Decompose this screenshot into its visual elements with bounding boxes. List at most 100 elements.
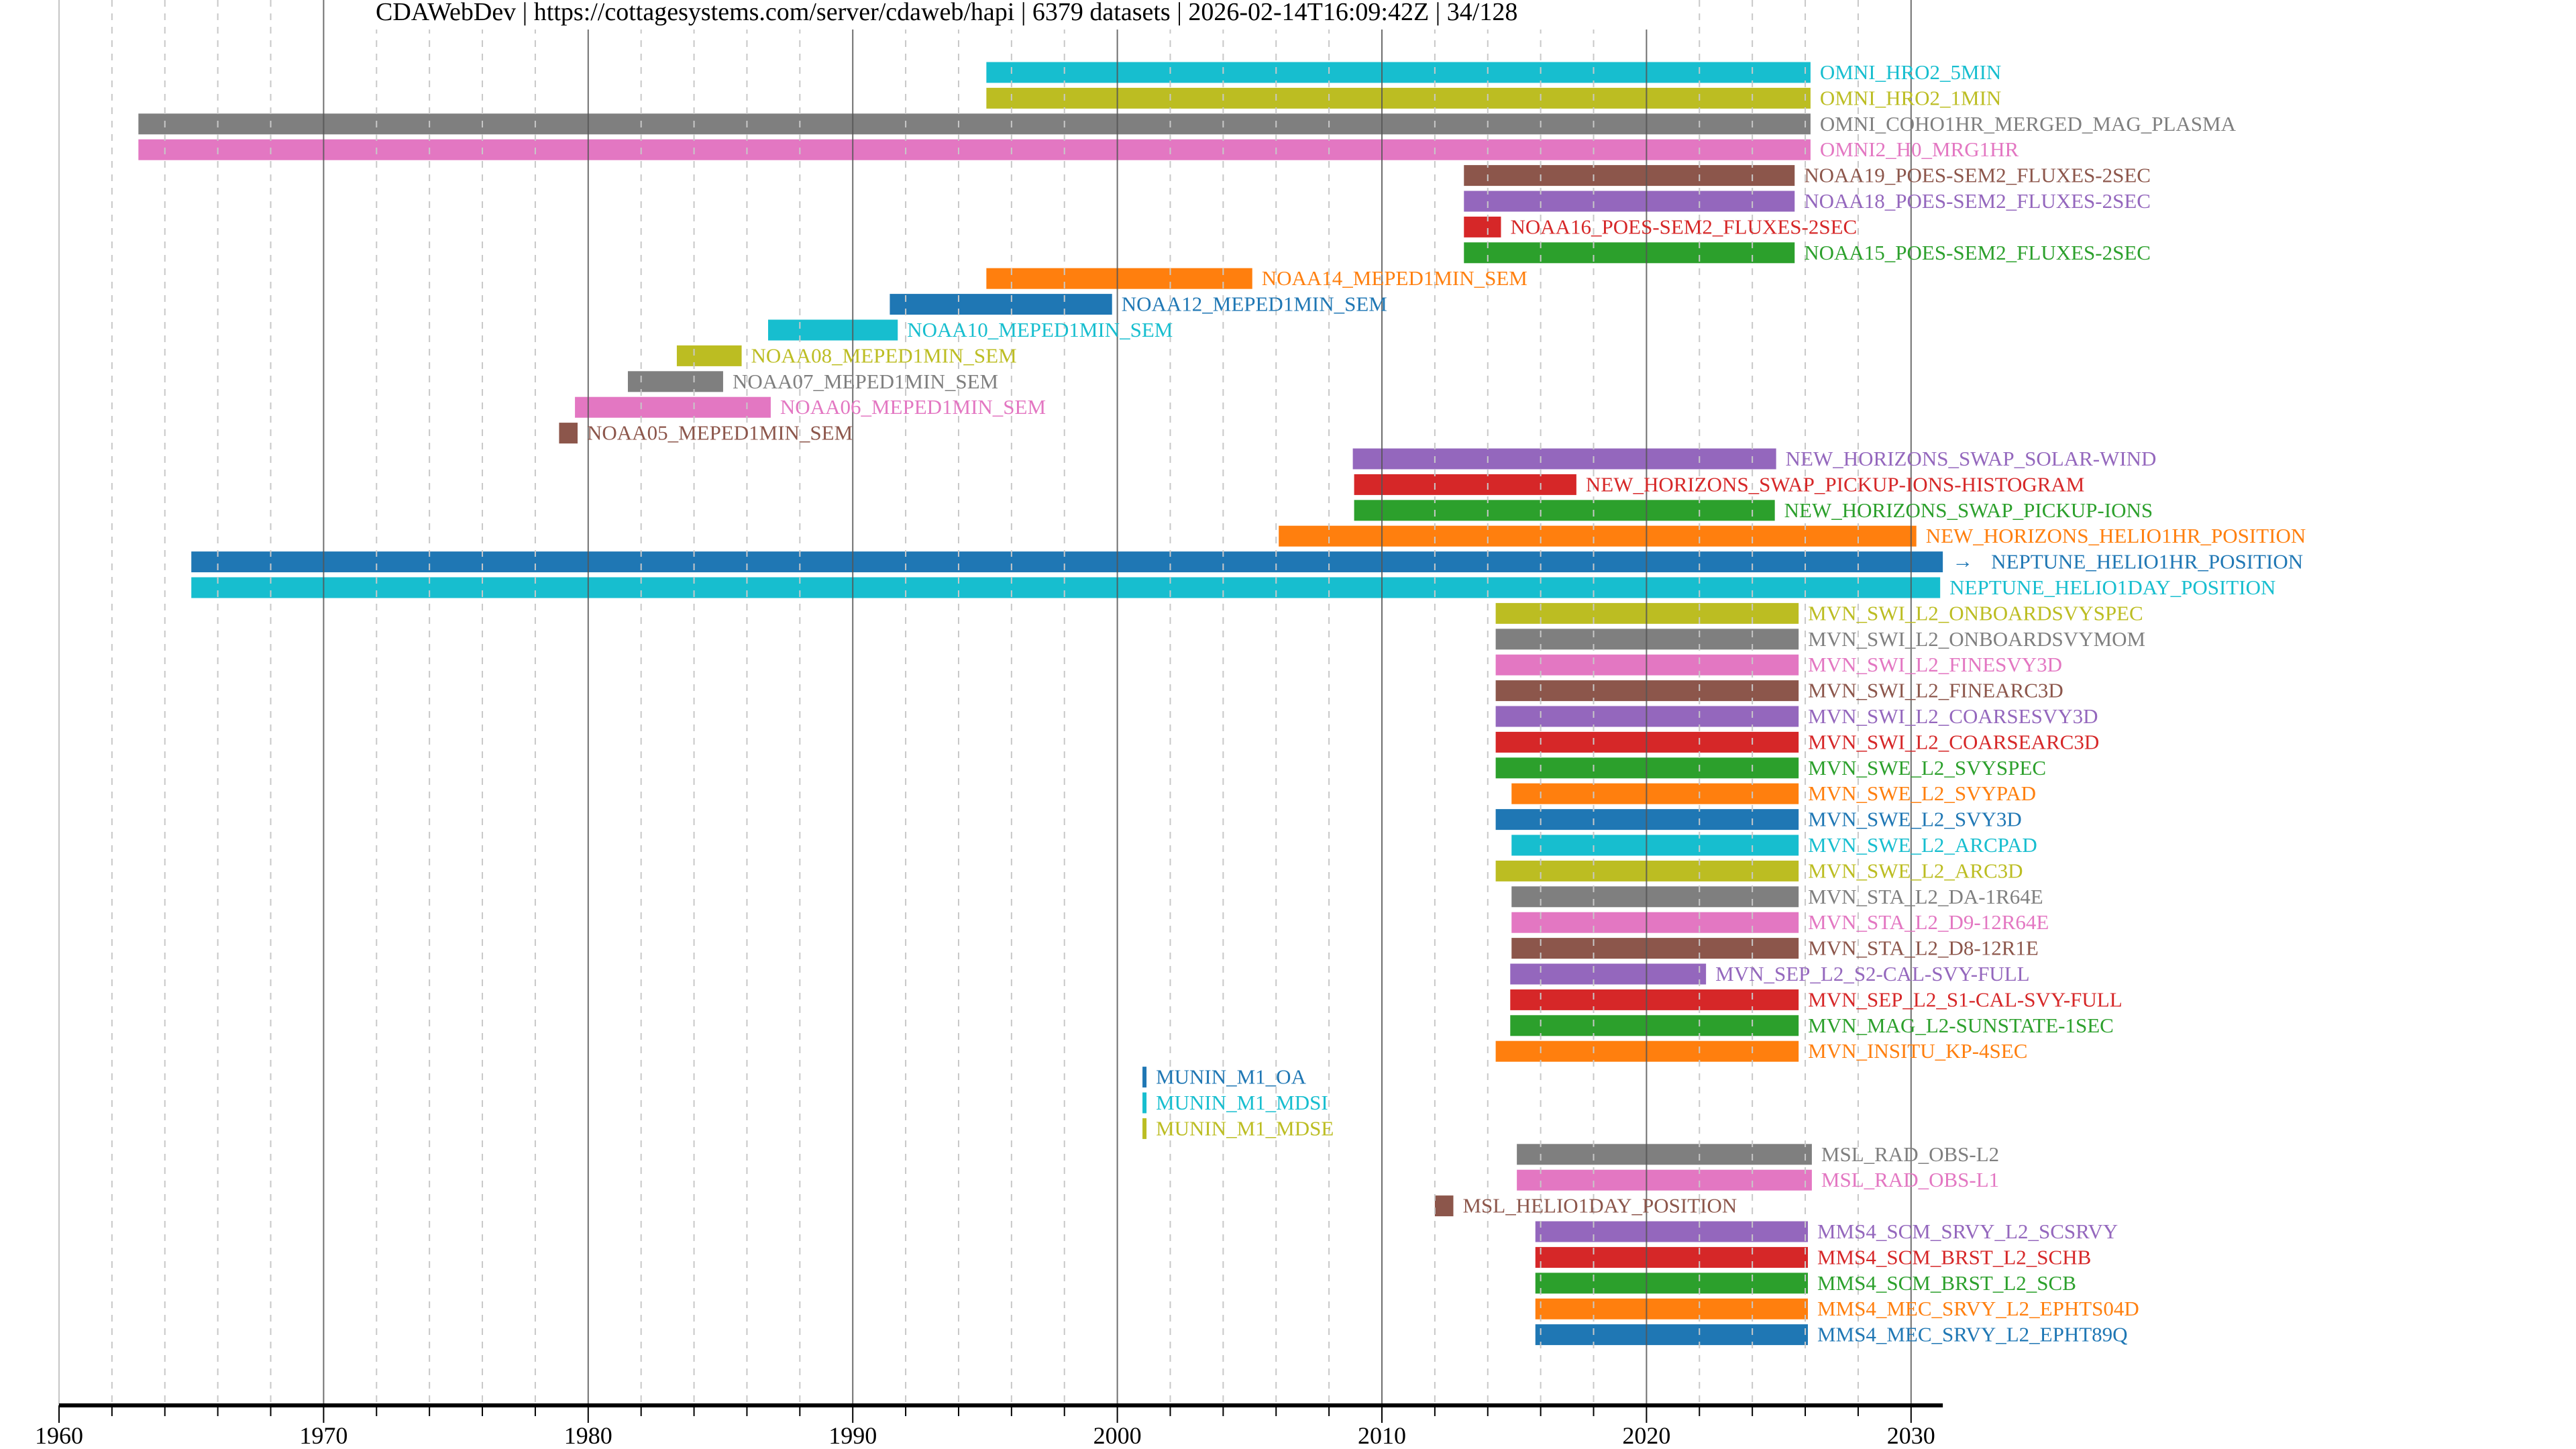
dataset-label: MSL_RAD_OBS-L2 [1821, 1142, 1999, 1166]
bars-layer [138, 62, 1943, 1346]
timeline-bar [1535, 1246, 1808, 1268]
dataset-label: NOAA05_MEPED1MIN_SEM [587, 421, 853, 445]
timeline-bar [1511, 912, 1799, 933]
timeline-bar [191, 551, 1943, 573]
dataset-label: MVN_SEP_L2_S1-CAL-SVY-FULL [1808, 987, 2122, 1011]
timeline-bar [1279, 525, 1917, 547]
timeline-bar [575, 396, 771, 418]
dataset-label: NOAA19_POES-SEM2_FLUXES-2SEC [1804, 164, 2151, 187]
dataset-label: NOAA06_MEPED1MIN_SEM [780, 395, 1046, 419]
dataset-label: MUNIN_M1_MDSE [1156, 1116, 1334, 1140]
dataset-label: NEW_HORIZONS_SWAP_PICKUP-IONS-HISTOGRAM [1586, 472, 2084, 496]
timeline-bar [1464, 216, 1501, 237]
timeline-bar [890, 294, 1112, 315]
timeline-bar [1517, 1144, 1812, 1165]
dataset-label: MVN_STA_L2_DA-1R64E [1808, 885, 2043, 908]
dataset-label: MVN_SWI_L2_ONBOARDSVYSPEC [1808, 601, 2143, 625]
dataset-label: NEW_HORIZONS_HELIO1HR_POSITION [1926, 524, 2306, 547]
timeline-bar [1464, 191, 1795, 212]
dataset-label: MSL_RAD_OBS-L1 [1821, 1168, 1999, 1191]
timeline-bar [627, 371, 723, 392]
x-tick-label: 1980 [564, 1422, 612, 1449]
timeline-bar [138, 113, 1811, 135]
dataset-label: MSL_HELIO1DAY_POSITION [1462, 1194, 1737, 1218]
dataset-label: MMS4_SCM_BRST_L2_SCHB [1817, 1245, 2091, 1269]
timeline-bar [1352, 448, 1776, 470]
timeline-bar [986, 62, 1811, 83]
dataset-label: MVN_INSITU_KP-4SEC [1808, 1039, 2027, 1063]
timeline-bar [986, 268, 1252, 289]
dataset-label: NOAA07_MEPED1MIN_SEM [733, 370, 998, 393]
dataset-label: NEW_HORIZONS_SWAP_SOLAR-WIND [1786, 447, 2157, 470]
timeline-bar [1511, 835, 1799, 856]
dataset-label: NEPTUNE_HELIO1DAY_POSITION [1949, 576, 2275, 599]
dataset-label: MVN_SWI_L2_FINEARC3D [1808, 679, 2063, 702]
timeline-bar [1511, 938, 1799, 959]
dataset-label: MVN_SWE_L2_SVYPAD [1808, 782, 2036, 805]
timeline-bar [1354, 474, 1576, 495]
timeline-bar [1511, 783, 1799, 804]
x-axis: 1960 1970 1980 1990 2000 2010 2020 2030 [35, 1403, 1943, 1449]
x-tick-label: 1990 [828, 1422, 877, 1449]
dataset-label: NOAA16_POES-SEM2_FLUXES-2SEC [1510, 215, 1857, 238]
timeline-bar [986, 87, 1811, 109]
dataset-label: NEPTUNE_HELIO1HR_POSITION [1991, 550, 2303, 574]
dataset-label: MVN_SWI_L2_COARSESVY3D [1808, 704, 2098, 728]
x-tick-label: 2010 [1358, 1422, 1406, 1449]
timeline-bar [1535, 1298, 1808, 1320]
dataset-label: NOAA15_POES-SEM2_FLUXES-2SEC [1804, 241, 2151, 264]
timeline-bar [1142, 1118, 1147, 1139]
x-tick-label: 2000 [1093, 1422, 1142, 1449]
timeline-bar [1510, 989, 1799, 1010]
timeline-bar [1354, 500, 1775, 521]
dataset-label: MMS4_MEC_SRVY_L2_EPHT89Q [1817, 1323, 2128, 1346]
dataset-label: MMS4_SCM_SRVY_L2_SCSRVY [1817, 1220, 2118, 1243]
timeline-bar [1535, 1324, 1808, 1346]
timeline-bar [1142, 1092, 1147, 1114]
dataset-label: MVN_SEP_L2_S2-CAL-SVY-FULL [1715, 962, 2029, 985]
dataset-label: OMNI_HRO2_5MIN [1820, 60, 2001, 84]
dataset-label: OMNI_COHO1HR_MERGED_MAG_PLASMA [1820, 112, 2237, 136]
dataset-label: MMS4_SCM_BRST_L2_SCB [1817, 1271, 2076, 1295]
timeline-bar [1510, 1015, 1799, 1036]
dataset-label: MVN_SWE_L2_SVY3D [1808, 808, 2022, 831]
timeline-bar [676, 345, 742, 366]
timeline-bar [191, 577, 1941, 598]
continues-arrow-icon: → [1952, 549, 1973, 573]
dataset-label: NOAA08_MEPED1MIN_SEM [751, 343, 1017, 367]
timeline-bar [1464, 165, 1795, 186]
dataset-label: NOAA14_MEPED1MIN_SEM [1262, 266, 1527, 290]
dataset-label: NEW_HORIZONS_SWAP_PICKUP-IONS [1784, 498, 2153, 522]
timeline-bar [1535, 1221, 1808, 1242]
dataset-label: MVN_SWI_L2_ONBOARDSVYMOM [1808, 627, 2145, 651]
dataset-label: MVN_SWE_L2_ARCPAD [1808, 833, 2037, 857]
dataset-label: MVN_MAG_L2-SUNSTATE-1SEC [1808, 1014, 2114, 1037]
timeline-bar [767, 319, 898, 341]
timeline-bar [559, 423, 578, 444]
dataset-label: OMNI2_H0_MRG1HR [1820, 138, 2019, 161]
dataset-label: NOAA18_POES-SEM2_FLUXES-2SEC [1804, 189, 2151, 213]
timeline-bar [1535, 1273, 1808, 1294]
dataset-label: NOAA10_MEPED1MIN_SEM [907, 318, 1173, 341]
dataset-label: OMNI_HRO2_1MIN [1820, 86, 2001, 109]
timeline-bar [1464, 242, 1795, 264]
x-tick-label: 2020 [1622, 1422, 1670, 1449]
dataset-label: MVN_SWI_L2_FINESVY3D [1808, 653, 2062, 676]
x-tick-label: 1960 [35, 1422, 83, 1449]
timeline-bar [1511, 886, 1799, 908]
grid-layer [58, 0, 1912, 1405]
dataset-label: MVN_STA_L2_D8-12R1E [1808, 936, 2039, 960]
dataset-label: MVN_SWI_L2_COARSEARC3D [1808, 730, 2099, 753]
chart-title: CDAWebDev | https://cottagesystems.com/s… [376, 0, 1517, 26]
timeline-bar [1434, 1195, 1454, 1217]
timeline-bar [1517, 1169, 1812, 1191]
dataset-label: MUNIN_M1_MDSI [1156, 1091, 1328, 1114]
dataset-label: MVN_STA_L2_D9-12R64E [1808, 910, 2049, 934]
dataset-label: MMS4_MEC_SRVY_L2_EPHTS04D [1817, 1297, 2139, 1320]
x-tick-label: 1970 [299, 1422, 347, 1449]
x-tick-label: 2030 [1887, 1422, 1935, 1449]
dataset-label: MVN_SWE_L2_ARC3D [1808, 859, 2023, 882]
timeline-bar [1510, 963, 1707, 985]
